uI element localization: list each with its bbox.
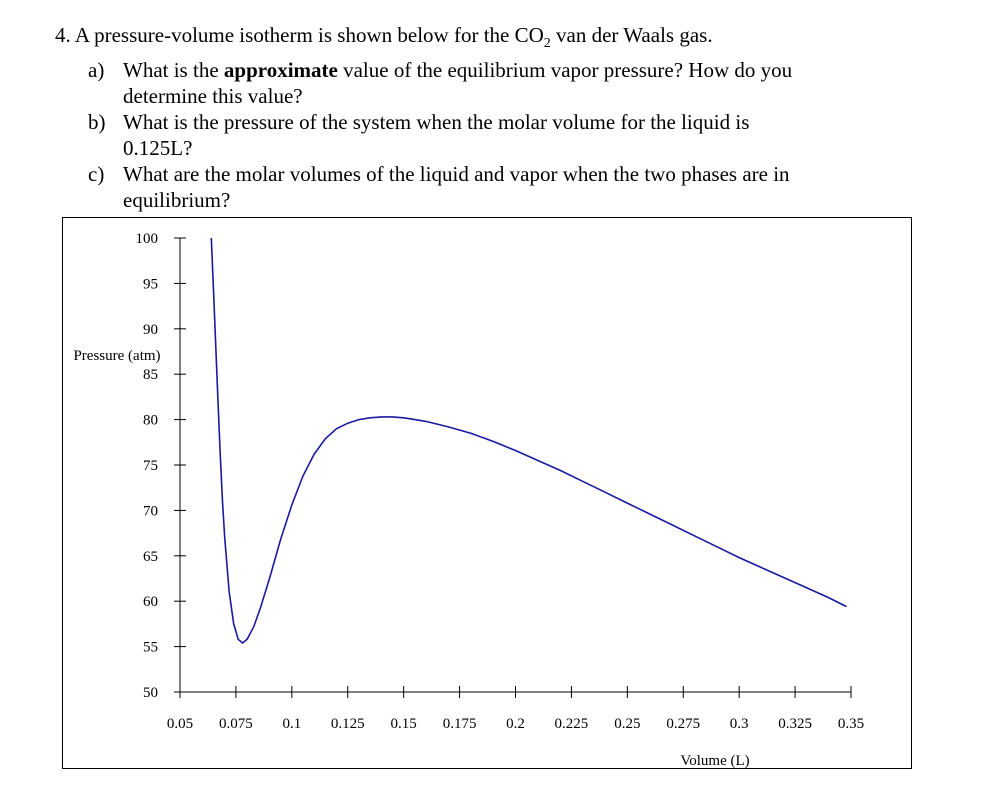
part-c: c) What are the molar volumes of the liq… bbox=[88, 161, 955, 213]
x-tick-label: 0.275 bbox=[666, 716, 700, 732]
part-a-text-after: value of the equilibrium vapor pressure?… bbox=[337, 58, 793, 83]
part-a-bold: approximate bbox=[223, 58, 338, 83]
stem-subscript: 2 bbox=[543, 36, 551, 52]
part-b: b) What is the pressure of the system wh… bbox=[88, 109, 955, 161]
x-tick-label: 0.05 bbox=[167, 716, 193, 732]
part-a-text-before: What is the bbox=[123, 58, 224, 83]
part-b-text: What is the pressure of the system when … bbox=[123, 110, 750, 135]
part-a-continuation: determine this value? bbox=[123, 84, 303, 109]
stem-text-before: A pressure-volume isotherm is shown belo… bbox=[74, 23, 544, 47]
problem-text: 4. A pressure-volume isotherm is shown b… bbox=[55, 22, 955, 213]
x-tick-label: 0.2 bbox=[506, 716, 525, 732]
isotherm-chart: 100 95 90 85 80 75 70 65 60 55 50 0.05 0.075 0.1 0.12… bbox=[73, 231, 864, 769]
chart-axes bbox=[179, 238, 851, 693]
x-tick-label: 0.125 bbox=[331, 716, 365, 732]
x-tick-label: 0.25 bbox=[614, 716, 640, 732]
x-tick-label: 0.15 bbox=[391, 716, 417, 732]
y-tick-label: 80 bbox=[143, 413, 158, 429]
part-c-continuation: equilibrium? bbox=[123, 188, 231, 213]
y-tick-label: 100 bbox=[136, 231, 159, 247]
y-tick-label: 75 bbox=[143, 458, 158, 474]
part-b-continuation: 0.125L? bbox=[123, 136, 193, 161]
x-tick-label: 0.225 bbox=[555, 716, 589, 732]
y-tick-label: 60 bbox=[143, 594, 158, 610]
x-tick-label: 0.075 bbox=[219, 716, 253, 732]
y-tick-label: 65 bbox=[143, 549, 158, 565]
x-axis-label: Volume (L) bbox=[680, 753, 749, 768]
y-tick-label: 90 bbox=[143, 322, 158, 338]
x-tick-label: 0.325 bbox=[778, 716, 812, 732]
problem-stem: 4. A pressure-volume isotherm is shown b… bbox=[55, 22, 955, 57]
y-tick-label: 85 bbox=[143, 367, 158, 383]
part-c-label: c) bbox=[88, 162, 105, 187]
y-axis-label: Pressure (atm) bbox=[73, 348, 160, 364]
y-tick-label: 50 bbox=[143, 685, 158, 701]
stem-text-after: van der Waals gas. bbox=[550, 23, 713, 47]
y-tick-label: 55 bbox=[143, 640, 158, 656]
x-tick-label: 0.1 bbox=[282, 716, 301, 732]
isotherm-figure: 100 95 90 85 80 75 70 65 60 55 50 0.05 0.075 0.1 0.12… bbox=[62, 217, 912, 769]
series-line bbox=[210, 237, 847, 645]
part-c-text: What are the molar volumes of the liquid… bbox=[123, 162, 790, 187]
x-tick-label: 0.175 bbox=[443, 716, 477, 732]
x-tick-label: 0.35 bbox=[838, 716, 864, 732]
problem-number: 4. bbox=[55, 23, 71, 47]
part-b-label: b) bbox=[88, 110, 106, 135]
x-tick-label: 0.3 bbox=[730, 716, 749, 732]
y-ticks: 100 95 90 85 80 75 70 65 60 55 50 bbox=[136, 231, 186, 701]
part-a-label: a) bbox=[88, 58, 105, 83]
part-a: a) What is the approximate value of the … bbox=[88, 57, 955, 109]
x-ticks: 0.05 0.075 0.1 0.125 0.15 0.175 0.2 0.225 0.25 0.… bbox=[167, 686, 864, 732]
y-tick-label: 70 bbox=[143, 503, 158, 519]
y-tick-label: 95 bbox=[143, 276, 158, 292]
